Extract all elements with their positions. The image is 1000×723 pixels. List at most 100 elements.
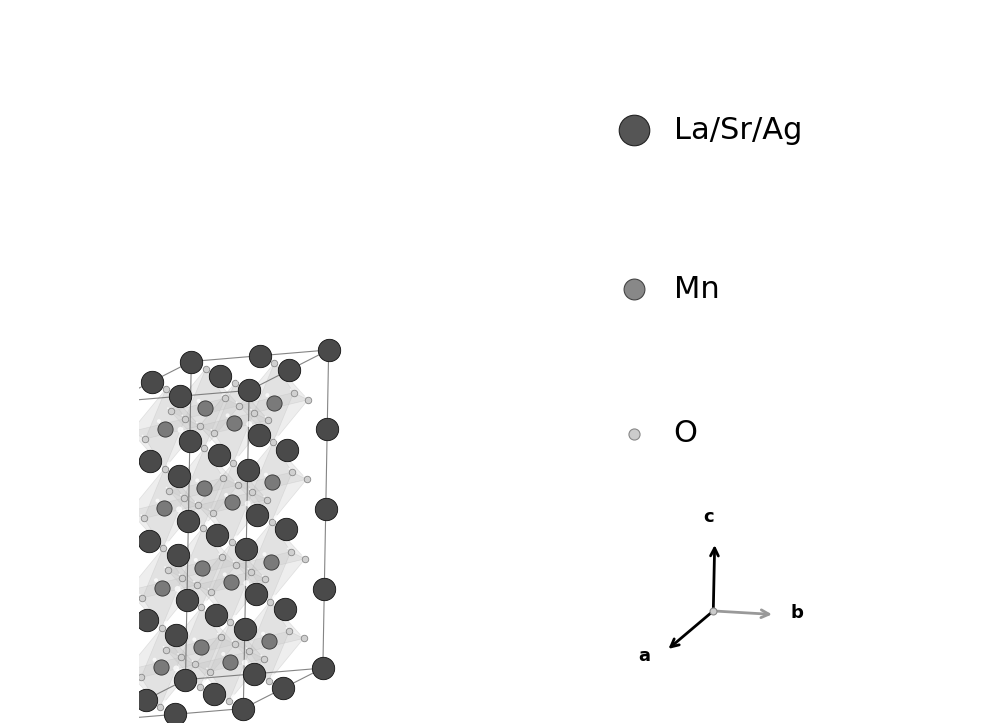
Point <box>199 598 215 609</box>
Point <box>130 668 146 680</box>
Point <box>264 476 280 488</box>
Point <box>179 594 195 606</box>
Point <box>241 385 257 396</box>
Text: O: O <box>674 419 698 448</box>
Point <box>133 509 149 521</box>
Point <box>319 424 335 435</box>
Point <box>192 681 208 693</box>
Point <box>154 582 170 594</box>
Point <box>151 618 167 630</box>
Point <box>261 513 277 524</box>
Point <box>90 624 106 636</box>
Point <box>144 376 160 388</box>
Point <box>306 651 322 663</box>
Point <box>215 472 231 484</box>
Point <box>264 354 280 365</box>
Point <box>252 350 268 362</box>
Point <box>171 504 187 515</box>
Point <box>238 578 254 589</box>
Point <box>160 539 176 550</box>
Point <box>138 694 154 706</box>
Point <box>153 662 169 673</box>
Point <box>170 549 186 561</box>
Point <box>220 409 236 421</box>
Point <box>227 638 243 650</box>
Point <box>237 657 253 669</box>
Point <box>229 396 245 408</box>
Point <box>281 364 297 376</box>
Point <box>192 420 208 432</box>
Point <box>212 370 228 382</box>
Point <box>279 444 295 455</box>
Point <box>132 589 148 600</box>
Point <box>299 474 315 485</box>
Point <box>172 390 188 402</box>
Point <box>206 688 222 700</box>
Point <box>173 651 189 663</box>
Point <box>192 518 208 530</box>
Point <box>261 636 277 647</box>
Point <box>128 683 144 695</box>
Point <box>310 413 326 424</box>
Point <box>202 503 218 515</box>
Point <box>172 568 188 580</box>
Point <box>155 542 171 554</box>
Point <box>261 675 277 687</box>
Text: La/Sr/Ag: La/Sr/Ag <box>674 116 802 145</box>
Point <box>256 548 272 560</box>
Point <box>195 359 211 371</box>
Point <box>223 576 239 588</box>
Point <box>224 374 240 385</box>
Point <box>221 533 237 544</box>
Point <box>240 464 256 476</box>
Point <box>225 457 241 469</box>
Point <box>199 662 215 674</box>
Point <box>189 677 205 689</box>
Point <box>275 683 291 694</box>
Point <box>147 654 163 665</box>
Point <box>102 476 118 487</box>
Point <box>243 403 259 415</box>
Point <box>294 549 310 561</box>
Point <box>174 572 190 583</box>
Point <box>257 573 273 585</box>
Point <box>227 476 243 487</box>
Point <box>177 674 193 685</box>
Point <box>240 498 256 510</box>
Point <box>117 581 133 593</box>
Point <box>229 533 245 544</box>
Point <box>187 496 203 508</box>
Point <box>318 503 334 515</box>
Point <box>173 424 189 436</box>
Point <box>255 570 271 581</box>
Point <box>190 500 206 511</box>
Point <box>286 387 302 398</box>
Point <box>297 390 313 402</box>
Point <box>157 698 173 709</box>
Point <box>195 522 211 534</box>
Point <box>137 433 153 445</box>
Point <box>226 692 242 703</box>
Point <box>246 407 262 419</box>
Point <box>131 524 147 536</box>
Point <box>123 426 139 437</box>
Point <box>201 439 217 450</box>
Point <box>121 505 137 517</box>
Point <box>256 653 272 664</box>
Point <box>156 641 172 652</box>
Point <box>228 559 244 570</box>
Point <box>182 435 198 447</box>
Point <box>196 442 212 454</box>
Point <box>227 612 243 624</box>
Point <box>224 635 240 646</box>
Point <box>163 380 179 391</box>
Point <box>227 377 243 389</box>
Point <box>149 698 165 709</box>
Point <box>203 359 219 371</box>
Point <box>263 556 279 568</box>
Point <box>218 692 234 703</box>
Point <box>159 482 175 493</box>
Point <box>240 562 256 574</box>
Point <box>277 603 293 615</box>
Point <box>101 555 117 567</box>
